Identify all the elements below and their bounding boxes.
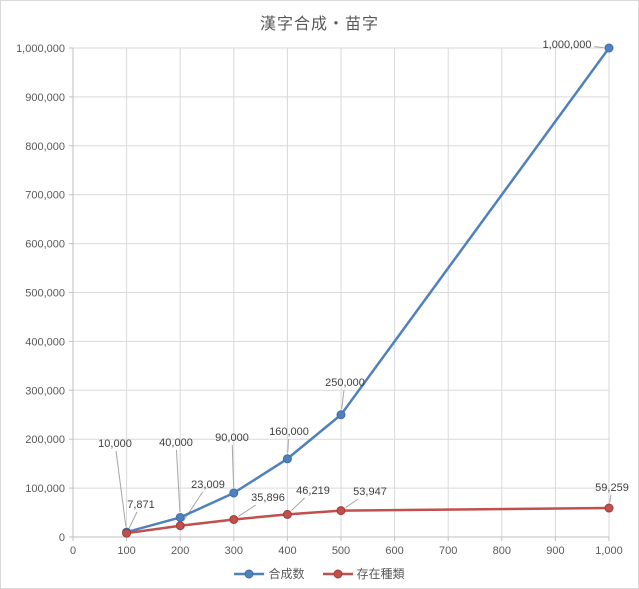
y-tick-label: 1,000,000 bbox=[16, 43, 65, 55]
data-label: 46,219 bbox=[296, 485, 330, 497]
y-tick-label: 400,000 bbox=[25, 336, 65, 348]
y-tick-label: 100,000 bbox=[25, 483, 65, 495]
data-label: 35,896 bbox=[251, 492, 285, 504]
data-label: 53,947 bbox=[353, 486, 387, 498]
data-point bbox=[122, 528, 132, 538]
label-leader-line bbox=[175, 449, 181, 512]
label-leader-line bbox=[238, 504, 257, 517]
x-tick-label: 1,000 bbox=[595, 545, 623, 557]
data-point bbox=[604, 43, 614, 53]
label-leader-line bbox=[345, 498, 359, 508]
x-tick-label: 900 bbox=[546, 545, 564, 557]
y-tick-label: 200,000 bbox=[25, 434, 65, 446]
label-leader-line bbox=[287, 438, 290, 454]
label-leader-line bbox=[231, 444, 235, 488]
data-label: 1,000,000 bbox=[543, 39, 592, 51]
label-leader-line bbox=[128, 511, 138, 529]
label-leader-line bbox=[291, 497, 305, 511]
label-leader-line bbox=[609, 494, 612, 503]
legend-label-series1: 合成数 bbox=[268, 567, 305, 581]
legend: 合成数 存在種類 bbox=[1, 565, 638, 582]
chart-title: 漢字合成・苗字 bbox=[259, 16, 379, 33]
data-label: 10,000 bbox=[98, 438, 132, 450]
label-leader-line bbox=[182, 491, 204, 522]
data-point bbox=[604, 503, 614, 513]
data-point bbox=[336, 410, 346, 420]
data-label: 7,871 bbox=[127, 499, 155, 511]
data-label: 90,000 bbox=[215, 432, 249, 444]
x-tick-label: 0 bbox=[70, 545, 76, 557]
legend-item-series2[interactable]: 存在種類 bbox=[322, 565, 405, 582]
data-point bbox=[336, 506, 346, 516]
y-tick-label: 0 bbox=[59, 532, 65, 544]
y-tick-label: 700,000 bbox=[25, 190, 65, 202]
series1-line-marker-icon bbox=[234, 569, 265, 578]
label-leader-line bbox=[115, 450, 127, 527]
x-tick-label: 700 bbox=[439, 545, 457, 557]
data-label: 160,000 bbox=[269, 426, 309, 438]
series-line-2 bbox=[126, 506, 610, 535]
data-point bbox=[282, 509, 292, 519]
x-tick-label: 500 bbox=[332, 545, 350, 557]
y-tick-label: 300,000 bbox=[25, 385, 65, 397]
data-point bbox=[229, 514, 239, 524]
x-tick-label: 800 bbox=[493, 545, 511, 557]
legend-item-series1[interactable]: 合成数 bbox=[234, 565, 305, 582]
data-label: 23,009 bbox=[191, 479, 225, 491]
data-point bbox=[229, 488, 239, 498]
x-tick-label: 300 bbox=[225, 545, 243, 557]
label-leader-line bbox=[594, 46, 604, 48]
plot-area: 0 100,000 200,000 300,000 400,000 500,000 600,… bbox=[16, 39, 629, 557]
x-tick-label: 200 bbox=[171, 545, 189, 557]
data-point bbox=[175, 521, 185, 531]
x-tick-label: 100 bbox=[117, 545, 135, 557]
y-tick-label: 900,000 bbox=[25, 92, 65, 104]
data-point bbox=[282, 454, 292, 464]
data-point bbox=[175, 512, 185, 522]
x-tick-label: 600 bbox=[385, 545, 403, 557]
series-line-1 bbox=[126, 47, 611, 534]
data-label: 40,000 bbox=[159, 437, 193, 449]
y-tick-label: 800,000 bbox=[25, 141, 65, 153]
series2-line-marker-icon bbox=[322, 569, 353, 578]
data-label: 250,000 bbox=[325, 377, 365, 389]
y-tick-label: 500,000 bbox=[25, 288, 65, 300]
legend-label-series2: 存在種類 bbox=[356, 567, 405, 581]
data-label: 59,259 bbox=[595, 482, 629, 494]
label-leader-line bbox=[341, 389, 345, 410]
y-tick-label: 600,000 bbox=[25, 239, 65, 251]
x-tick-label: 400 bbox=[278, 545, 296, 557]
